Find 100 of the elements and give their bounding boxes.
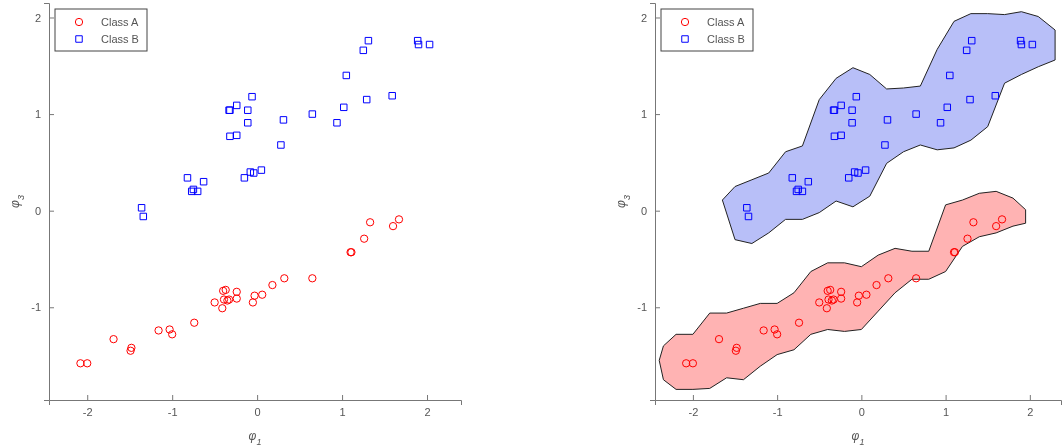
point [743, 204, 751, 212]
point [1017, 40, 1026, 49]
point [853, 298, 862, 307]
point [759, 326, 768, 335]
point [137, 204, 146, 212]
point [394, 215, 404, 224]
point [342, 71, 351, 80]
point [844, 174, 853, 182]
point [912, 110, 920, 118]
point [226, 132, 234, 141]
point [830, 132, 839, 141]
point [308, 274, 317, 283]
x-tick-label: -1 [772, 405, 783, 418]
x-tick-label: -2 [688, 405, 699, 418]
legend-label: Class A [101, 16, 139, 28]
point [732, 343, 741, 352]
legend-label: Class B [707, 33, 745, 45]
point [425, 40, 434, 49]
point [731, 346, 741, 355]
point [139, 212, 148, 221]
point [837, 131, 845, 140]
point [794, 318, 804, 327]
point [232, 294, 241, 303]
x-axis-title: φ$_{1}$ [248, 429, 262, 446]
point [362, 95, 371, 104]
point [232, 287, 241, 296]
point [246, 168, 255, 176]
point [249, 169, 258, 177]
point [824, 295, 833, 304]
y-tick-label: -1 [637, 301, 647, 314]
point [991, 91, 1000, 100]
point [333, 119, 341, 127]
point [804, 177, 813, 186]
y-tick-label: 0 [640, 204, 647, 217]
point [688, 359, 698, 368]
point [250, 291, 259, 300]
point [364, 36, 373, 45]
x-tick-label: 0 [254, 405, 261, 418]
point [127, 343, 136, 352]
point [233, 101, 241, 110]
point [76, 359, 85, 368]
point [360, 234, 369, 243]
point [413, 36, 422, 45]
point [911, 274, 921, 283]
point [884, 274, 893, 283]
point [340, 103, 348, 112]
point [83, 359, 92, 368]
point [837, 294, 846, 303]
point [991, 221, 1001, 231]
point [714, 335, 724, 344]
x-tick-label: 1 [943, 405, 950, 418]
point [682, 359, 691, 368]
x-tick-label: -2 [82, 405, 93, 418]
point [126, 346, 135, 355]
point [969, 218, 978, 227]
point [218, 304, 227, 313]
x-tick-label: 2 [424, 405, 431, 418]
x-tick-label: 0 [858, 405, 865, 418]
point [218, 286, 228, 295]
point [248, 298, 258, 307]
point [770, 325, 779, 334]
legend-label: Class A [707, 16, 745, 28]
point [308, 110, 317, 118]
y-tick-label: 0 [34, 204, 41, 217]
point [936, 119, 945, 127]
point [221, 285, 230, 295]
x-tick-label: 1 [339, 405, 346, 418]
point [388, 91, 396, 100]
y-tick-label: 1 [640, 108, 647, 121]
x-axis-title: φ$_{1}$ [851, 429, 865, 446]
point [997, 215, 1007, 224]
point [244, 106, 252, 114]
point [848, 119, 856, 127]
point [798, 187, 807, 196]
point [257, 166, 266, 174]
point [190, 318, 199, 327]
point [240, 174, 249, 182]
point [822, 304, 831, 313]
point [848, 106, 856, 114]
point [168, 330, 177, 339]
y-tick-label: 1 [34, 108, 41, 121]
point [772, 330, 782, 339]
point [946, 71, 954, 80]
point [861, 166, 870, 174]
point [966, 95, 974, 104]
point [963, 234, 972, 243]
point [850, 168, 859, 176]
point [388, 221, 398, 231]
point [962, 46, 971, 55]
point [862, 290, 871, 299]
point [244, 119, 252, 127]
point [872, 280, 881, 290]
y-tick-label: 2 [34, 11, 41, 24]
point [279, 116, 288, 124]
y-tick-label: 2 [640, 11, 647, 24]
point [414, 40, 423, 49]
point [277, 141, 285, 149]
point [788, 174, 797, 182]
x-tick-label: -1 [167, 405, 178, 418]
point [1016, 36, 1025, 45]
